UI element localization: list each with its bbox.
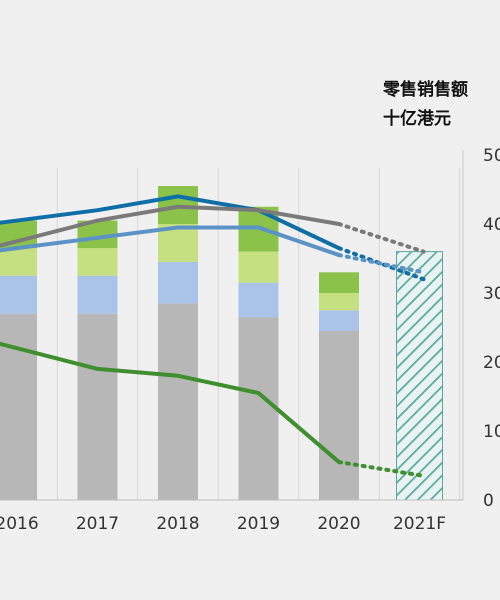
bar-segment <box>319 293 359 311</box>
bar-segment <box>158 303 198 500</box>
bar-segment <box>77 313 118 500</box>
x-tick-label: 2020 <box>317 514 360 534</box>
y-tick-label: 50 <box>483 146 500 166</box>
bar-segment <box>0 313 37 500</box>
bar-segment <box>77 275 118 314</box>
series-forecast-line <box>337 253 426 275</box>
y-tick-label: 20 <box>483 353 500 373</box>
bar-segment <box>77 248 118 276</box>
bar-segment <box>319 330 359 500</box>
x-axis: 2016 2017 2018 2019 2020 2021F <box>0 514 446 534</box>
x-tick-label: 2016 <box>0 514 39 534</box>
x-tick-label: 2021F <box>393 514 446 534</box>
series-line <box>0 341 341 465</box>
series-line <box>0 204 341 248</box>
forecast-bar <box>396 251 443 501</box>
y-tick-label: 40 <box>483 215 500 235</box>
x-tick-label: 2019 <box>237 514 280 534</box>
bar-segment <box>158 261 198 304</box>
y-tick-label: 10 <box>483 422 500 442</box>
bar-segment <box>0 248 37 276</box>
bar-segment <box>238 317 279 500</box>
category-separators <box>56 150 464 500</box>
y-tick-label: 30 <box>483 284 500 304</box>
y-axis: 0 10 20 30 40 50 <box>483 146 500 511</box>
x-tick-label: 2017 <box>76 514 119 534</box>
series-forecast-line <box>337 460 426 478</box>
bar-group <box>0 186 463 501</box>
series-forecast-line <box>337 246 426 282</box>
unit-label-line2: 十亿港元 <box>383 108 451 129</box>
bar-segment <box>319 272 359 293</box>
y-tick-label: 0 <box>483 491 494 511</box>
bar-segment <box>319 310 359 331</box>
series-line <box>0 194 341 251</box>
bar-segment <box>238 282 279 318</box>
series-forecast-line <box>337 222 426 254</box>
bar-segment <box>238 251 279 283</box>
bar-segment <box>0 275 37 314</box>
x-tick-label: 2018 <box>156 514 199 534</box>
line-group <box>0 194 426 478</box>
unit-label-line1: 零售销售额 <box>382 79 468 100</box>
series-line <box>0 225 341 258</box>
